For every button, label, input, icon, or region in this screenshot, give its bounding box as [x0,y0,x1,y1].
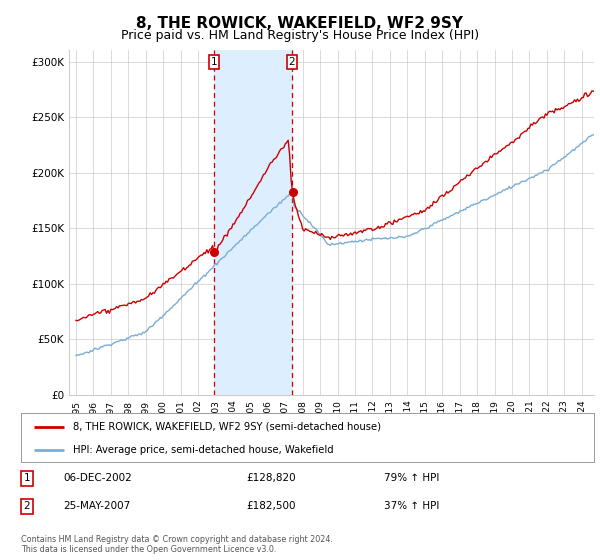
Text: 8, THE ROWICK, WAKEFIELD, WF2 9SY (semi-detached house): 8, THE ROWICK, WAKEFIELD, WF2 9SY (semi-… [73,422,380,432]
Text: 37% ↑ HPI: 37% ↑ HPI [384,501,439,511]
Text: 2: 2 [23,501,31,511]
Text: 79% ↑ HPI: 79% ↑ HPI [384,473,439,483]
Text: £182,500: £182,500 [246,501,296,511]
Text: 8, THE ROWICK, WAKEFIELD, WF2 9SY: 8, THE ROWICK, WAKEFIELD, WF2 9SY [137,16,464,31]
Bar [214,50,292,395]
Text: £128,820: £128,820 [246,473,296,483]
Text: Contains HM Land Registry data © Crown copyright and database right 2024.
This d: Contains HM Land Registry data © Crown c… [21,535,333,554]
Text: 1: 1 [23,473,31,483]
Text: Price paid vs. HM Land Registry's House Price Index (HPI): Price paid vs. HM Land Registry's House … [121,29,479,42]
Text: 2: 2 [289,57,295,67]
Text: 06-DEC-2002: 06-DEC-2002 [63,473,132,483]
Text: 1: 1 [211,57,217,67]
Text: HPI: Average price, semi-detached house, Wakefield: HPI: Average price, semi-detached house,… [73,445,333,455]
Text: 25-MAY-2007: 25-MAY-2007 [63,501,130,511]
